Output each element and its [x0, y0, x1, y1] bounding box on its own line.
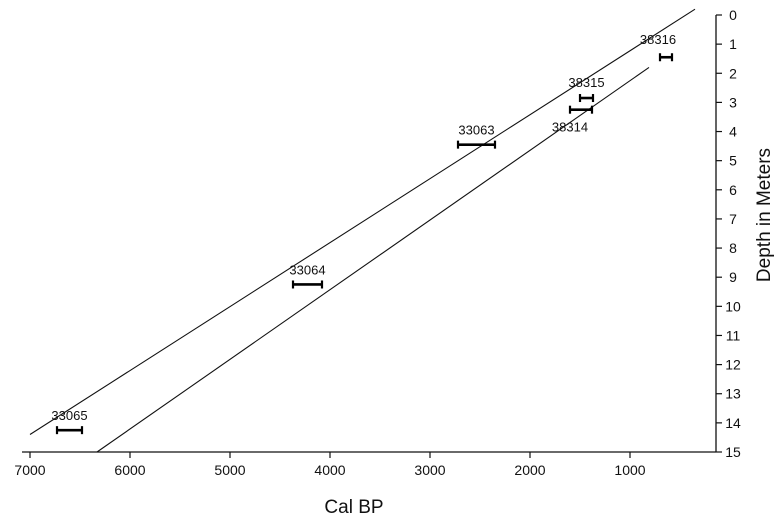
y-tick-label: 1	[729, 36, 737, 52]
envelope-line	[96, 66, 650, 453]
y-tick-label: 14	[725, 415, 741, 431]
y-tick-label: 13	[725, 386, 741, 402]
y-tick-label: 6	[729, 182, 737, 198]
y-tick-label: 15	[725, 444, 741, 460]
x-tick-label: 3000	[414, 462, 445, 478]
y-tick-label: 9	[729, 269, 737, 285]
envelope-line	[29, 8, 696, 435]
date-range-bar: 38316	[640, 32, 676, 62]
x-tick-label: 1000	[614, 462, 645, 478]
y-tick-label: 4	[729, 124, 737, 140]
bar-label: 33063	[458, 123, 494, 138]
x-tick-label: 5000	[214, 462, 245, 478]
y-tick-label: 3	[729, 94, 737, 110]
bar-label: 38314	[552, 120, 588, 135]
date-range-bar: 33063	[456, 123, 497, 149]
y-tick-label: 8	[729, 240, 737, 256]
x-tick-label: 2000	[514, 462, 545, 478]
date-range-bar: 33065	[51, 408, 88, 435]
y-axis-title: Depth in Meters	[754, 148, 775, 282]
bar-label: 38315	[568, 75, 604, 90]
x-tick-label: 4000	[314, 462, 345, 478]
date-range-bar: 38314	[552, 105, 594, 135]
y-tick-label: 0	[729, 7, 737, 23]
y-tick-label: 7	[729, 211, 737, 227]
x-axis-title: Cal BP	[324, 497, 383, 518]
date-range-bar: 33064	[289, 262, 326, 289]
y-tick-label: 11	[726, 327, 741, 343]
bar-label: 38316	[640, 32, 676, 47]
y-tick-label: 5	[729, 153, 737, 169]
x-tick-label: 6000	[114, 462, 145, 478]
y-tick-label: 12	[725, 357, 741, 373]
bar-label: 33065	[51, 408, 87, 423]
y-tick-label: 2	[729, 65, 737, 81]
envelope-lines	[29, 8, 696, 453]
date-range-bar: 38315	[568, 75, 605, 103]
error-bars: 33065 33064 33063 38314 38315 38316	[51, 32, 676, 435]
y-tick-label: 10	[725, 298, 741, 314]
bar-label: 33064	[289, 262, 325, 277]
x-tick-label: 7000	[14, 462, 45, 478]
